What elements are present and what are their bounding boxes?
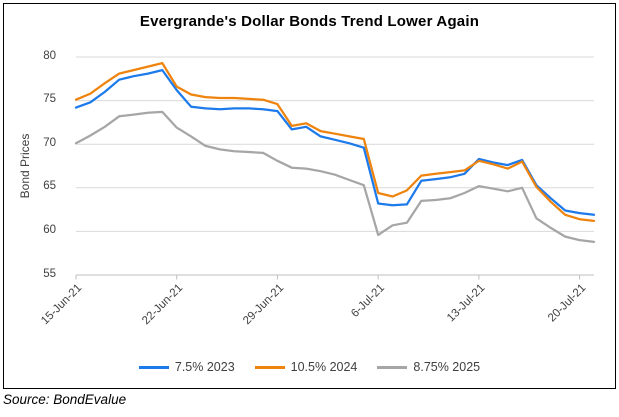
y-tick-label: 60 xyxy=(43,223,56,236)
y-tick-label: 80 xyxy=(43,49,56,62)
y-tick-label: 65 xyxy=(43,180,56,193)
source-note: Source: BondEvalue xyxy=(3,392,127,407)
legend-line-swatch xyxy=(254,365,285,369)
legend: 7.5% 2023 10.5% 2024 8.75% 2025 xyxy=(4,360,615,374)
line-chart-plot xyxy=(74,56,596,280)
y-tick-label: 55 xyxy=(43,267,56,280)
y-tick-label: 75 xyxy=(43,93,56,106)
series-line-7-5-2023 xyxy=(74,68,596,216)
legend-item: 7.5% 2023 xyxy=(138,360,235,374)
legend-label: 10.5% 2024 xyxy=(290,360,358,374)
series-line-8-75-2025 xyxy=(74,110,596,244)
chart-container: Evergrande's Dollar Bonds Trend Lower Ag… xyxy=(3,3,616,389)
legend-item: 10.5% 2024 xyxy=(254,360,358,374)
legend-label: 8.75% 2025 xyxy=(413,360,481,374)
legend-line-swatch xyxy=(138,365,169,369)
y-tick-label: 70 xyxy=(43,136,56,149)
series-line-10-5-2024 xyxy=(74,61,596,223)
legend-label: 7.5% 2023 xyxy=(174,360,235,374)
legend-item: 8.75% 2025 xyxy=(377,360,480,374)
legend-line-swatch xyxy=(377,365,408,369)
chart-title: Evergrande's Dollar Bonds Trend Lower Ag… xyxy=(139,13,480,30)
